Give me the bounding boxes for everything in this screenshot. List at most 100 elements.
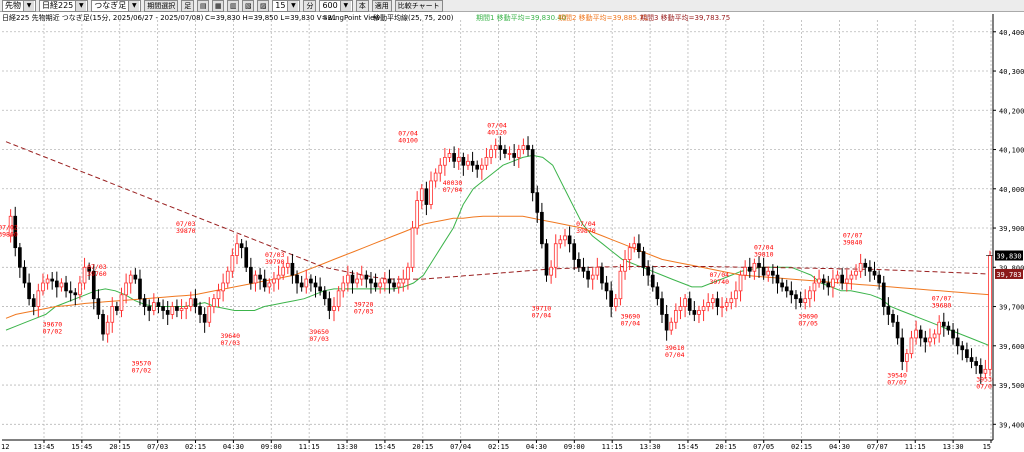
candle-body [724, 302, 729, 307]
candle-body [618, 270, 623, 300]
candle-body [45, 278, 50, 284]
candle-body [96, 298, 101, 315]
candle [563, 228, 567, 247]
candle-body [285, 262, 290, 268]
interval-select[interactable]: 15 ▼ [272, 0, 301, 12]
candle [18, 242, 22, 278]
candle [604, 275, 609, 300]
ma75-line [5, 215, 991, 319]
x-tick-label: 07/03 [147, 443, 168, 451]
candle [41, 273, 45, 296]
candle [45, 274, 50, 290]
candle-body [392, 282, 396, 288]
candle-body [332, 306, 336, 311]
candle [336, 286, 341, 312]
candle [650, 265, 655, 292]
ohlc-readout: C=39,830 H=39,850 L=39,830 V=31 [205, 14, 336, 22]
period-select-button[interactable]: 期間選択 [144, 0, 179, 12]
x-tick-label: 07/05 [753, 443, 774, 451]
candle-body [27, 282, 31, 300]
candle-body [877, 274, 881, 284]
candle [235, 234, 239, 265]
candlestick-chart[interactable]: 07/02398603967007/0207/03397603957007/02… [0, 12, 1024, 452]
candle [216, 283, 221, 308]
compare-chart-button[interactable]: 比較チャート [394, 0, 443, 12]
candle-body [553, 243, 558, 268]
swing-low-date: 07/02 [43, 327, 63, 335]
candle [761, 257, 766, 280]
candle-body [738, 274, 743, 292]
minute-icon[interactable]: ▨ [257, 0, 270, 12]
candle [715, 291, 720, 316]
swing-high-date: 07/04 [576, 220, 596, 228]
candle [854, 264, 858, 280]
candle [941, 312, 946, 337]
info-line: 日経225 先物期近 つなぎ足(15分, 2025/06/27 - 2025/0… [2, 13, 730, 22]
candle-body [401, 278, 406, 284]
candle-body [983, 368, 988, 374]
candle [239, 239, 244, 259]
swing-low-date: 07/04 [532, 312, 552, 320]
candle [119, 287, 124, 318]
candle [627, 242, 632, 271]
month-icon[interactable]: ▧ [242, 0, 255, 12]
swing-high-price: 39870 [176, 227, 196, 235]
swing-high-price: 39740 [709, 278, 729, 286]
symbol-select[interactable]: 日経225 ▼ [39, 0, 89, 12]
candle [346, 265, 350, 292]
week-icon[interactable]: ▥ [227, 0, 240, 12]
candle [831, 269, 835, 298]
candle [553, 234, 558, 278]
candle-body [627, 247, 632, 260]
candle [978, 358, 983, 384]
candle-body [151, 302, 156, 311]
candle-body [433, 172, 438, 182]
candle-body [466, 160, 470, 166]
y-tick-label: 39,400. [999, 421, 1024, 429]
candle [803, 289, 808, 310]
y-tick-label: 39,600. [999, 343, 1024, 351]
x-tick-label: 11:15 [905, 443, 926, 451]
candle [567, 226, 572, 253]
candle [766, 266, 771, 282]
candle [516, 144, 521, 168]
candle [475, 160, 480, 178]
candle-body [849, 274, 854, 280]
type-select[interactable]: 先物 ▼ [2, 0, 36, 12]
candle [618, 264, 623, 306]
candle-body [807, 290, 812, 300]
candle-body [165, 310, 170, 315]
candle-body [493, 145, 498, 150]
candle-body [54, 280, 59, 288]
candle-body [230, 255, 235, 272]
apply-button[interactable]: 適用 [371, 0, 392, 12]
candle [156, 297, 161, 314]
session-select[interactable]: つなぎ足 ▼ [91, 0, 142, 12]
candle-body [623, 259, 627, 272]
x-tick-label: 20:15 [715, 443, 736, 451]
candle-body [766, 270, 771, 276]
swing-low-date: 07/03 [309, 335, 329, 343]
x-axis: 12 13:45 15:45 20:15 07/03 02:15 04:30 09:00 11:… [1, 439, 993, 451]
swing-high-date: 07/04 [754, 243, 774, 251]
candle-body [18, 247, 22, 268]
chart-background [0, 12, 1024, 452]
candle [8, 209, 13, 243]
count-select[interactable]: 600 ▼ [319, 0, 353, 12]
calendar-icon[interactable]: ▦ [212, 0, 225, 12]
candle [789, 281, 794, 304]
candle-body [59, 282, 64, 288]
candle-body [13, 215, 18, 249]
candle [96, 289, 101, 320]
candle-body [863, 262, 868, 268]
candles [8, 136, 992, 384]
candle-body [216, 290, 221, 300]
x-tick-label: 15:45 [71, 443, 92, 451]
candle-body [336, 290, 341, 307]
candle-body [937, 321, 942, 335]
chart-type-icon[interactable]: ▤ [197, 0, 210, 12]
